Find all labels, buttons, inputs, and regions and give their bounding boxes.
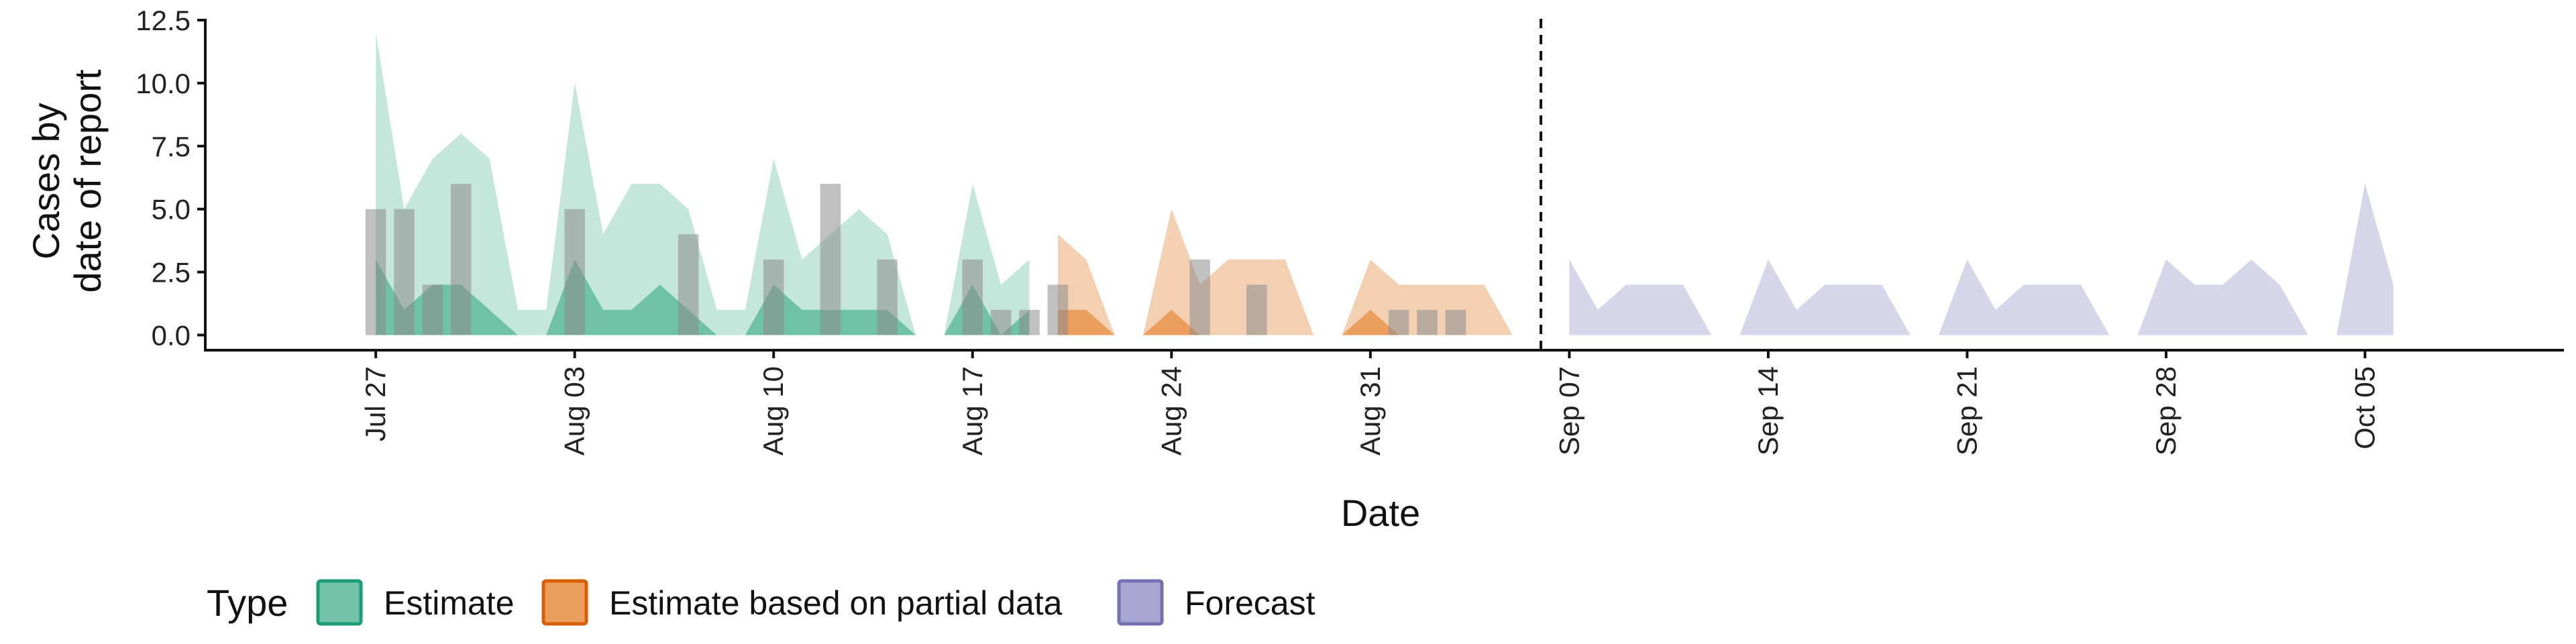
observed-bar	[877, 259, 898, 335]
x-tick-label: Aug 03	[559, 366, 590, 455]
y-tick-label: 0.0	[152, 319, 191, 351]
observed-bar	[990, 309, 1012, 335]
x-axis-ticks: Jul 27 Aug 03 Aug 10 Aug 17 Aug 24 Aug 31 Sep …	[360, 350, 2381, 455]
y-tick-label: 7.5	[152, 131, 191, 162]
y-axis-title-line-2: date of report	[66, 69, 109, 293]
observed-bar	[678, 234, 699, 335]
x-tick-label: Sep 07	[1553, 366, 1585, 455]
observed-bar	[1445, 309, 1466, 335]
x-tick-label: Aug 31	[1354, 366, 1386, 455]
legend-label-forecast: Forecast	[1185, 584, 1316, 622]
legend-label-estimate: Estimate	[384, 584, 515, 622]
x-tick-label: Sep 21	[1951, 366, 1982, 455]
x-tick-label: Sep 28	[2150, 366, 2182, 455]
y-tick-label: 2.5	[152, 257, 191, 288]
y-axis-title: Cases by date of report	[25, 69, 109, 293]
y-axis-ticks: 0.0 2.5 5.0 7.5 10.0 12.5	[136, 5, 205, 351]
series-1-inner-band	[1057, 309, 1541, 335]
x-axis-title: Date	[1341, 492, 1420, 534]
x-tick-label: Aug 10	[757, 366, 789, 455]
series-2-outer-band	[1569, 184, 2394, 335]
observed-bar	[564, 209, 585, 335]
x-tick-label: Oct 05	[2349, 366, 2381, 449]
axes: 0.0 2.5 5.0 7.5 10.0 12.5 Jul 27 Aug 03 Aug 10 A…	[136, 5, 2564, 455]
series-0-inner-band	[376, 259, 1030, 335]
x-tick-label: Jul 27	[360, 366, 391, 441]
observed-bar	[1417, 309, 1438, 335]
x-tick-label: Sep 14	[1752, 366, 1784, 455]
observed-bar	[1189, 259, 1210, 335]
observed-bar	[365, 209, 386, 335]
observed-case-bars	[365, 184, 1466, 335]
observed-bar	[394, 209, 415, 335]
x-tick-label: Aug 24	[1155, 366, 1187, 455]
observed-bar	[962, 259, 983, 335]
observed-bar	[422, 284, 443, 335]
y-axis-title-line-1: Cases by	[25, 103, 67, 259]
legend-label-partial: Estimate based on partial data	[609, 584, 1063, 622]
legend-swatch-estimate	[316, 579, 363, 626]
observed-bar	[451, 184, 472, 335]
legend-title: Type	[207, 582, 288, 624]
observed-bar	[1388, 309, 1409, 335]
series-0-outer-band	[376, 32, 1030, 335]
x-tick-label: Aug 17	[957, 366, 988, 455]
legend-swatch-forecast	[1117, 579, 1164, 626]
observed-bar	[1047, 284, 1069, 335]
plot-areas	[376, 32, 2394, 335]
observed-bar	[820, 184, 841, 335]
legend-swatch-partial	[541, 579, 588, 626]
observed-bar	[1246, 284, 1267, 335]
observed-bar	[763, 259, 784, 335]
series-1-outer-band	[1057, 209, 1541, 335]
y-tick-label: 10.0	[136, 68, 191, 99]
observed-bar	[1019, 309, 1040, 335]
y-tick-label: 12.5	[136, 5, 191, 36]
legend: Type Estimate Estimate based on partial …	[207, 579, 1316, 626]
y-tick-label: 5.0	[152, 194, 191, 225]
